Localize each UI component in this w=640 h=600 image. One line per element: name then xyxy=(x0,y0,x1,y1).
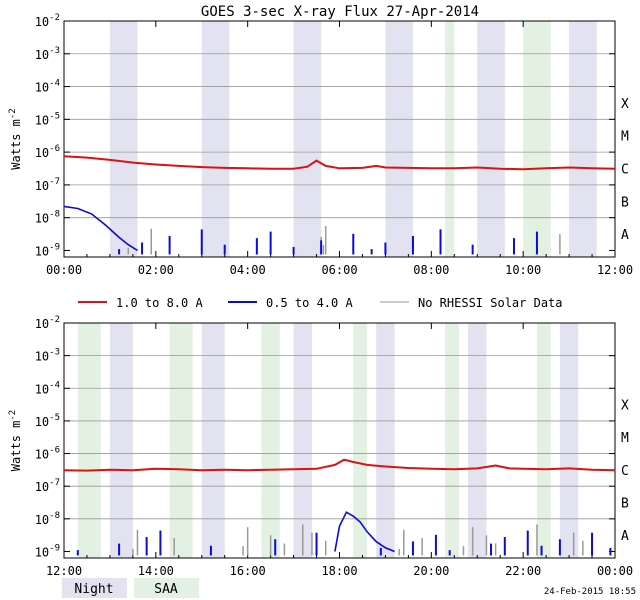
night-band xyxy=(559,323,579,558)
saa-band xyxy=(445,323,459,558)
long-channel-line xyxy=(63,155,616,171)
y-tick-label: 10-9 xyxy=(35,242,60,258)
y-tick-label: 10-6 xyxy=(35,144,60,160)
y-tick-label: 10-5 xyxy=(35,413,60,429)
y-tick-label: 10-2 xyxy=(35,13,60,29)
night-band xyxy=(385,21,413,257)
x-tick-label: 14:00 xyxy=(138,564,174,578)
short-channel-line xyxy=(334,511,395,553)
y-tick-label: 10-9 xyxy=(35,543,60,559)
saa-legend-label: SAA xyxy=(154,582,178,597)
saa-legend-box xyxy=(134,578,199,598)
night-band xyxy=(293,323,312,558)
top-panel: 10-2 10-3 10-4 10-5 10-6 10-7 10-8 10-9 X M C B A 00:… xyxy=(8,13,633,277)
x-tick-label: 06:00 xyxy=(321,263,357,277)
saa-band xyxy=(523,21,551,257)
saa-band xyxy=(445,21,455,257)
night-band xyxy=(376,323,395,558)
chart-title: GOES 3-sec X-ray Flux 27-Apr-2014 xyxy=(201,4,479,20)
flare-class-label: B xyxy=(621,195,629,210)
x-tick-label: 22:00 xyxy=(505,564,541,578)
flare-class-label: A xyxy=(621,529,629,544)
x-tick-label: 10:00 xyxy=(505,263,541,277)
flare-class-label: C xyxy=(621,464,629,479)
long-channel-line xyxy=(63,458,616,472)
flare-class-label: M xyxy=(621,431,629,446)
flare-class-label: X xyxy=(621,399,629,414)
x-tick-label: 02:00 xyxy=(138,263,174,277)
x-tick-label: 00:00 xyxy=(46,263,82,277)
plot-frame xyxy=(63,322,616,559)
flare-class-label: C xyxy=(621,163,629,178)
y-tick-label: 10-4 xyxy=(35,79,60,95)
saa-band xyxy=(77,323,101,558)
saa-band xyxy=(169,323,193,558)
night-band xyxy=(109,21,138,257)
x-tick-label: 16:00 xyxy=(230,564,266,578)
y-tick-label: 10-5 xyxy=(35,111,60,127)
night-band xyxy=(109,323,133,558)
flare-class-label: B xyxy=(621,497,629,512)
y-tick-label: 10-6 xyxy=(35,446,60,462)
saa-band xyxy=(353,323,368,558)
night-band xyxy=(201,323,225,558)
x-tick-label: 04:00 xyxy=(230,263,266,277)
night-legend-label: Night xyxy=(74,582,113,597)
y-tick-label: 10-8 xyxy=(35,511,60,527)
night-band xyxy=(468,323,487,558)
flare-class-label: X xyxy=(621,97,629,112)
y-tick-label: 10-8 xyxy=(35,210,60,226)
x-tick-label: 00:00 xyxy=(597,564,633,578)
x-tick-label: 12:00 xyxy=(46,564,82,578)
y-tick-label: 10-4 xyxy=(35,380,60,396)
legend: 1.0 to 8.0 A 0.5 to 4.0 A No RHESSI Sola… xyxy=(78,296,563,310)
bottom-panel: 10-2 10-3 10-4 10-5 10-6 10-7 10-8 10-9 X M C B A 12:… xyxy=(8,315,633,578)
y-tick-label: 10-2 xyxy=(35,315,60,331)
y-tick-label: 10-7 xyxy=(35,177,60,193)
x-tick-label: 18:00 xyxy=(321,564,357,578)
night-band xyxy=(293,21,322,257)
legend-rhessi-label: No RHESSI Solar Data xyxy=(418,296,563,310)
saa-band xyxy=(261,323,280,558)
night-legend-box xyxy=(62,578,127,598)
y-axis-label: Watts m-2 xyxy=(8,108,23,169)
y-tick-label: 10-3 xyxy=(35,348,60,364)
x-tick-label: 12:00 xyxy=(597,263,633,277)
y-tick-label: 10-3 xyxy=(35,46,60,62)
x-tick-label: 20:00 xyxy=(413,564,449,578)
night-band xyxy=(477,21,505,257)
legend-long-label: 1.0 to 8.0 A xyxy=(116,296,203,310)
x-tick-label: 08:00 xyxy=(413,263,449,277)
flare-class-label: A xyxy=(621,228,629,243)
footer-date: 24-Feb-2015 18:55 xyxy=(544,587,636,597)
night-band xyxy=(201,21,230,257)
legend-short-label: 0.5 to 4.0 A xyxy=(266,296,353,310)
y-axis-label: Watts m-2 xyxy=(8,410,23,471)
night-band xyxy=(569,21,597,257)
y-tick-label: 10-7 xyxy=(35,478,60,494)
saa-band xyxy=(536,323,551,558)
flare-class-label: M xyxy=(621,130,629,145)
short-channel-line xyxy=(63,205,138,252)
